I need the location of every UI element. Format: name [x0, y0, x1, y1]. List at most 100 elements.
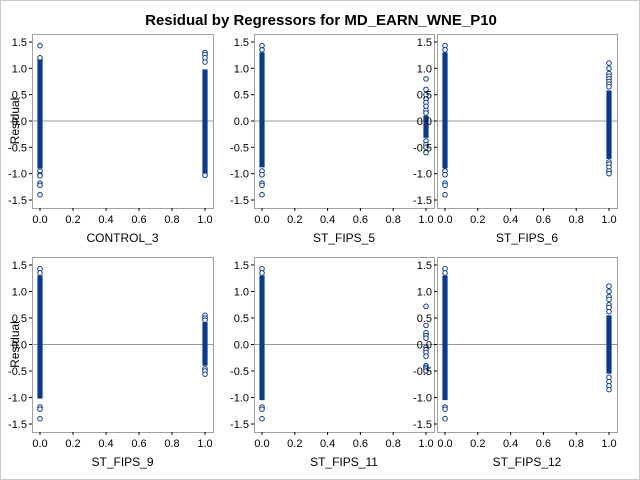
- x-tick-label: 1.0: [197, 438, 212, 450]
- y-tick-label: -0.5: [413, 366, 432, 378]
- y-tick-label: 0.5: [12, 313, 27, 325]
- residual-point: [423, 110, 429, 116]
- x-tick-label: 1.0: [418, 214, 433, 226]
- x-tick-label: 0.0: [254, 214, 269, 226]
- y-tick-label: 1.0: [234, 63, 249, 75]
- y-tick-label: 1.5: [417, 37, 432, 49]
- x-tick-label: 0.0: [254, 438, 269, 450]
- residual-point: [37, 191, 43, 198]
- y-tick-label: -1.5: [413, 195, 432, 207]
- x-tick-label: 0.8: [164, 438, 179, 450]
- x-tick-label: 0.2: [65, 438, 80, 450]
- residual-point: [423, 144, 429, 151]
- point-group: [202, 312, 208, 377]
- panel-2: -1.5 -1.0 -0.5 0.0 0.5 1.0 1.5 0.0 0.2 0.4 0.6 0.8 1…: [230, 34, 435, 245]
- residual-point: [202, 59, 208, 65]
- residual-point: [423, 353, 429, 359]
- residual-point: [442, 171, 448, 178]
- residual-point: [37, 415, 43, 422]
- x-tick-label: 0.0: [437, 438, 452, 450]
- x-tick-label: 1.0: [418, 438, 433, 450]
- residual-point: [606, 83, 612, 90]
- residual-point: [259, 415, 265, 422]
- panel-6: -1.5 -1.0 -0.5 0.0 0.5 1.0 1.5 0.0 0.2 0.4 0.6 0.8 1…: [413, 257, 618, 469]
- dense-points-band: [606, 315, 612, 374]
- dense-points-band: [423, 115, 429, 138]
- point-group: [202, 49, 208, 179]
- residual-point: [606, 288, 612, 295]
- residual-point: [423, 303, 429, 310]
- x-axis-label: ST_FIPS_9: [91, 455, 153, 469]
- y-tick-label: -1.0: [413, 169, 432, 181]
- residual-point: [259, 191, 265, 198]
- x-tick-label: 0.0: [32, 214, 47, 226]
- residual-point: [37, 55, 43, 61]
- x-axis-label: CONTROL_3: [86, 231, 158, 245]
- residual-point: [606, 296, 612, 303]
- x-tick-label: 0.8: [569, 214, 584, 226]
- residual-point: [442, 191, 448, 198]
- x-tick-label: 0.6: [353, 438, 368, 450]
- residual-point: [259, 406, 265, 412]
- x-tick-label: 1.0: [601, 214, 616, 226]
- residual-point: [423, 76, 429, 82]
- x-tick-label: 0.4: [98, 438, 113, 450]
- residual-point: [442, 182, 448, 189]
- point-group: [37, 265, 43, 422]
- panel-1: -1.5 -1.0 -0.5 0.0 0.5 1.0 1.5 0.0 0.2 0.4 0.6 0.8 1…: [8, 34, 214, 245]
- residual-point: [423, 368, 429, 374]
- y-tick-label: -0.5: [413, 142, 432, 154]
- x-axis-label: ST_FIPS_12: [493, 455, 562, 469]
- x-tick-label: 0.2: [470, 438, 485, 450]
- x-tick-label: 0.6: [131, 214, 146, 226]
- residual-point: [606, 308, 612, 315]
- y-tick-label: -1.5: [230, 419, 249, 431]
- y-tick-label: -0.5: [230, 142, 249, 154]
- y-tick-label: 1.0: [417, 287, 432, 299]
- residual-point: [442, 47, 448, 53]
- x-tick-label: 0.6: [353, 214, 368, 226]
- y-tick-label: 0.0: [234, 340, 249, 352]
- residual-point: [259, 171, 265, 178]
- point-group: [259, 42, 265, 198]
- chart-title: Residual by Regressors for MD_EARN_WNE_P…: [145, 12, 497, 29]
- x-tick-label: 0.4: [503, 438, 518, 450]
- y-tick-label: 0.5: [12, 90, 27, 102]
- x-tick-label: 0.8: [386, 438, 401, 450]
- point-group: [442, 265, 448, 422]
- x-tick-label: 0.4: [98, 214, 113, 226]
- y-tick-label: 0.0: [12, 116, 27, 128]
- x-tick-label: 0.4: [320, 214, 335, 226]
- residual-point: [37, 270, 43, 276]
- y-tick-label: -1.0: [230, 393, 249, 405]
- residual-point: [37, 42, 43, 49]
- y-tick-label: -1.5: [230, 195, 249, 207]
- y-tick-label: 0.0: [417, 116, 432, 128]
- residual-point: [259, 182, 265, 189]
- dense-points-band: [442, 52, 448, 169]
- residual-point: [442, 406, 448, 412]
- x-axis-label: ST_FIPS_5: [313, 231, 375, 245]
- dense-points-band: [37, 56, 43, 169]
- y-tick-label: 0.0: [12, 340, 27, 352]
- y-tick-label: 0.0: [234, 116, 249, 128]
- residual-point: [606, 65, 612, 72]
- y-axis-label: Residual: [8, 321, 22, 368]
- y-tick-label: 1.5: [12, 260, 27, 272]
- y-tick-label: -0.5: [230, 366, 249, 378]
- x-axis-label: ST_FIPS_11: [310, 455, 378, 469]
- residual-point: [442, 415, 448, 422]
- x-tick-label: 0.2: [287, 438, 302, 450]
- residual-point: [37, 182, 43, 189]
- residual-point: [259, 47, 265, 53]
- y-tick-label: 1.0: [417, 63, 432, 75]
- residual-point: [606, 170, 612, 177]
- point-group: [37, 42, 43, 198]
- x-tick-label: 0.4: [320, 438, 335, 450]
- residual-point: [423, 335, 429, 341]
- y-tick-label: 0.0: [417, 340, 432, 352]
- point-group: [423, 76, 429, 156]
- y-tick-label: 1.0: [12, 63, 27, 75]
- y-tick-label: 1.0: [12, 287, 27, 299]
